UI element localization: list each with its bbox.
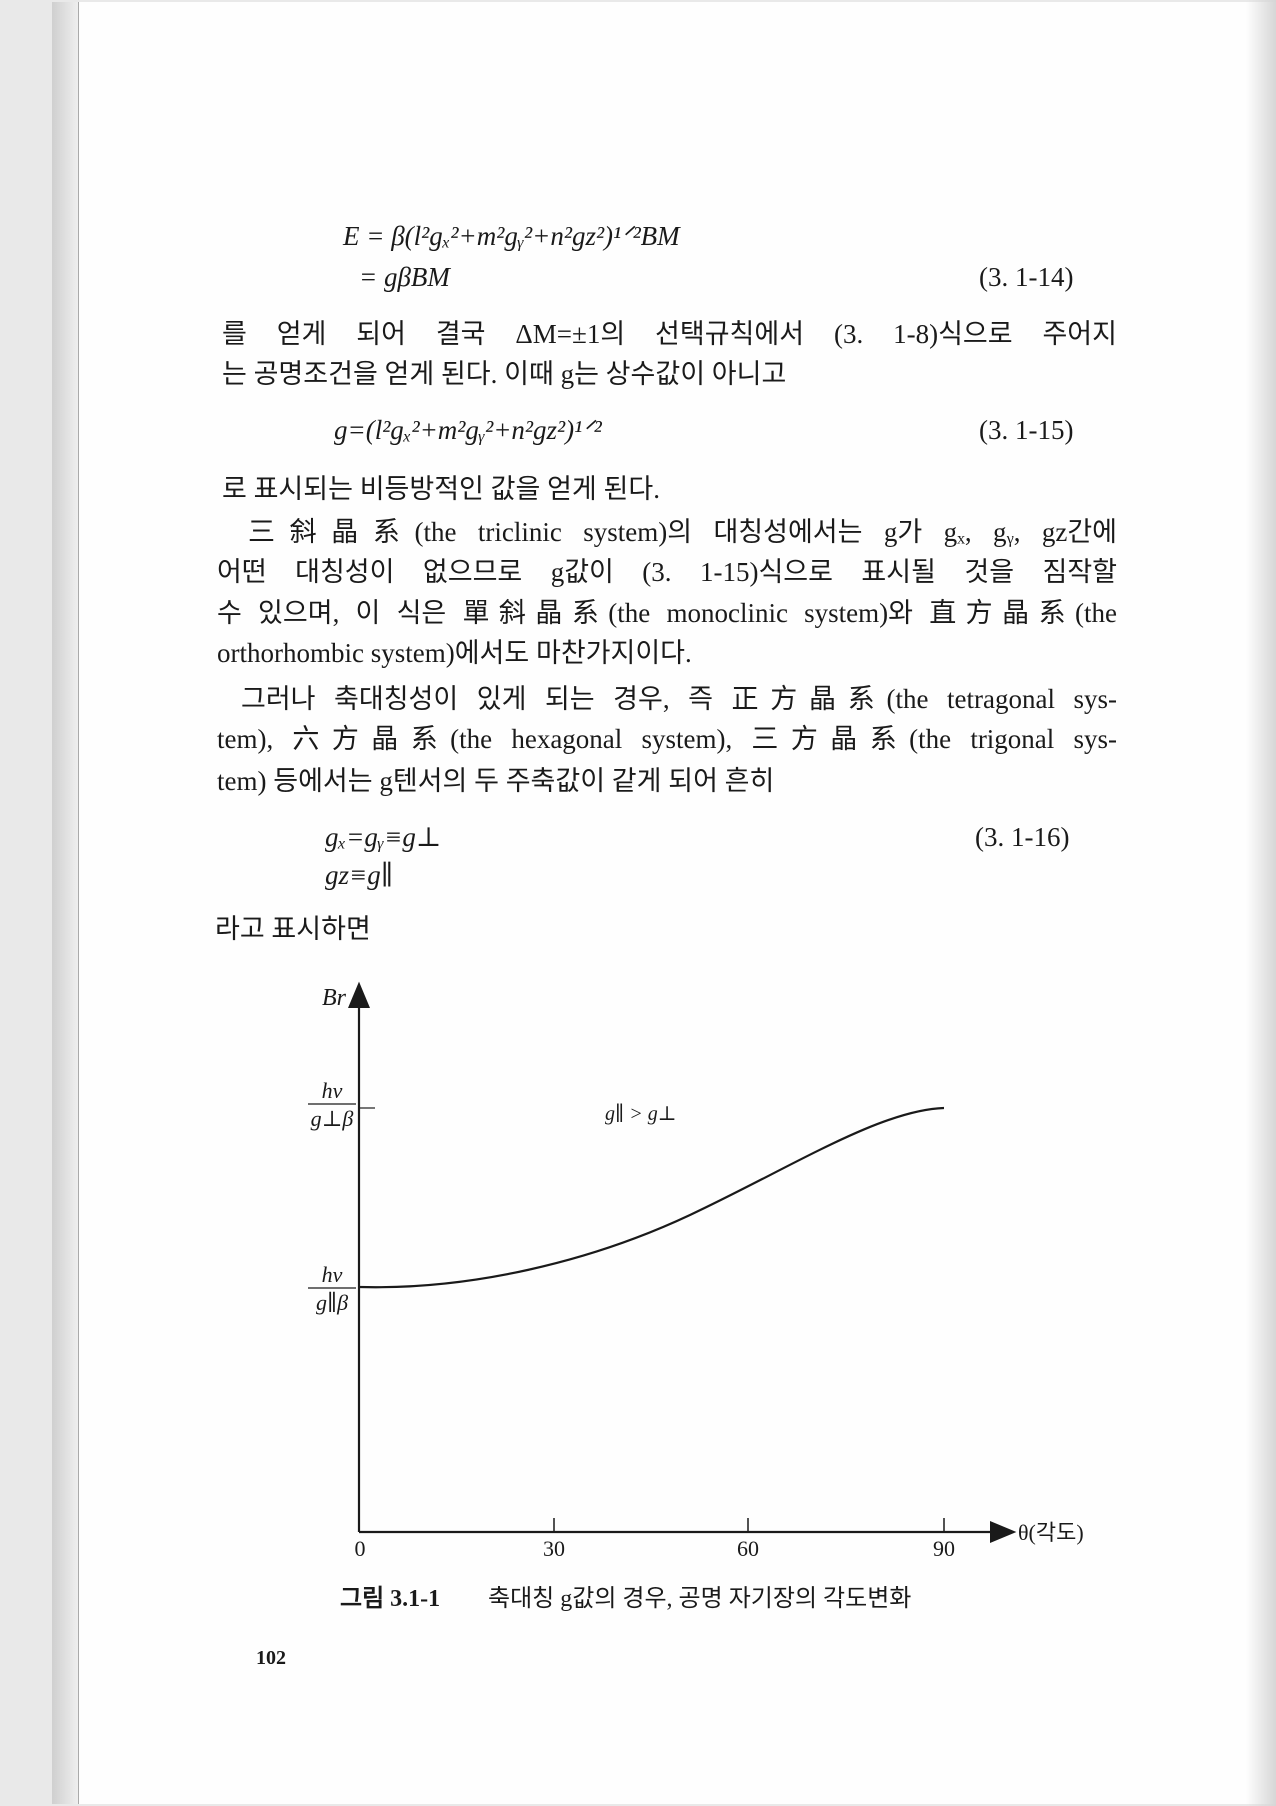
paper xyxy=(52,2,1276,1804)
text-line: 로 표시되는 비등방적인 값을 얻게 된다. xyxy=(222,474,660,504)
text-line: 三斜晶系(the triclinic system)의 대칭성에서는 g가 gₓ… xyxy=(248,517,1117,547)
equation-number: (3. 1-15) xyxy=(979,415,1074,445)
text-line: tem), 六方晶系(the hexagonal system), 三方晶系(t… xyxy=(217,724,1117,754)
page-edge xyxy=(52,2,79,1804)
x-axis-label: θ(각도) xyxy=(1018,1520,1084,1545)
x-tick-label: 90 xyxy=(933,1536,955,1561)
x-tick-label: 30 xyxy=(543,1536,565,1561)
equation: = gβBM xyxy=(359,262,450,292)
curve xyxy=(358,1106,945,1289)
fraction-denominator: g⊥β xyxy=(311,1106,354,1131)
equation-number: (3. 1-16) xyxy=(975,822,1070,852)
text-line: orthorhombic system)에서도 마찬가지이다. xyxy=(217,638,692,668)
text-line: 는 공명조건을 얻게 된다. 이때 g는 상수값이 아니고 xyxy=(222,359,787,389)
equation: E = β(l²gₓ²+m²gᵧ²+n²gz²)¹ᐟ²BM xyxy=(343,221,680,251)
text-line: tem) 등에서는 g텐서의 두 주축값이 같게 되어 흔히 xyxy=(217,766,775,796)
page-number: 102 xyxy=(256,1647,286,1669)
equation: gz≡g∥ xyxy=(325,860,394,890)
text-line: 수 있으며, 이 식은 單斜晶系(the monoclinic system)와… xyxy=(217,598,1117,628)
equation: g=(l²gₓ²+m²gᵧ²+n²gz²)¹ᐟ² xyxy=(334,415,602,445)
y-axis-label: Br xyxy=(322,985,347,1011)
annotation: g∥ > g⊥ xyxy=(605,1103,677,1125)
caption-label: 그림 3.1-1 xyxy=(340,1585,440,1612)
text-line: 그러나 축대칭성이 있게 되는 경우, 즉 正方晶系(the tetragona… xyxy=(241,684,1117,714)
fraction-numerator: hν xyxy=(322,1078,343,1103)
equation: gₓ=gᵧ≡g⊥ xyxy=(325,822,442,852)
text-line: 라고 표시하면 xyxy=(215,914,371,944)
x-tick-label: 0 xyxy=(355,1536,366,1561)
x-tick-label: 60 xyxy=(737,1536,759,1561)
fraction-denominator: g∥β xyxy=(316,1290,348,1315)
text-line: 를 얻게 되어 결국 ΔM=±1의 선택규칙에서 (3. 1-8)식으로 주어지 xyxy=(222,319,1117,349)
text-line: 어떤 대칭성이 없으므로 g값이 (3. 1-15)식으로 표시될 것을 짐작할 xyxy=(217,557,1117,587)
fraction-numerator: hν xyxy=(322,1262,343,1287)
page-shadow xyxy=(1246,0,1276,1806)
equation-number: (3. 1-14) xyxy=(979,262,1074,292)
caption: 축대칭 g값의 경우, 공명 자기장의 각도변화 xyxy=(488,1585,911,1612)
